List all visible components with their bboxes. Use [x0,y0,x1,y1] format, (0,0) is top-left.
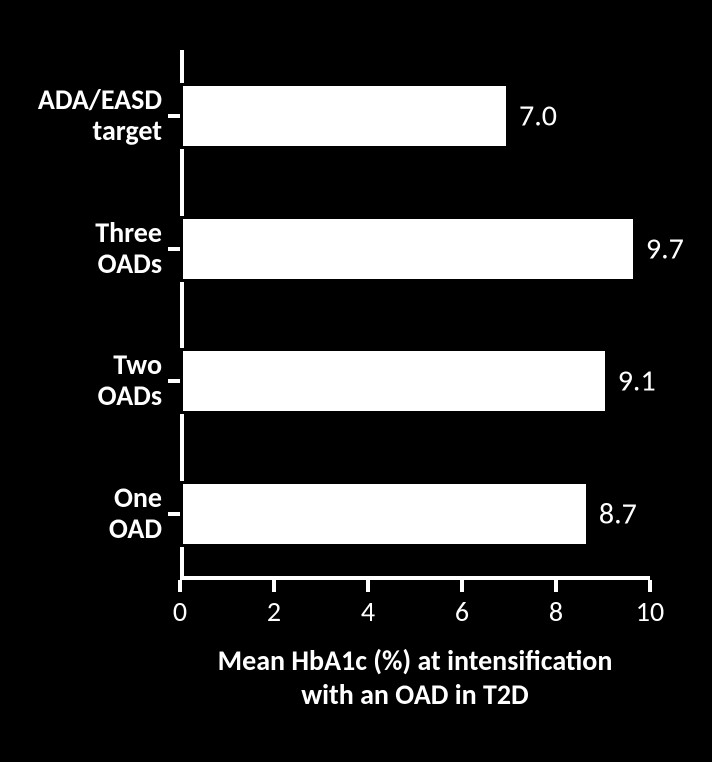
x-tick-label: 2 [267,594,281,629]
x-tick [178,580,182,592]
x-tick-label: 10 [636,594,664,629]
bar-value-label: 9.1 [608,363,656,400]
bar: 7.0 [180,83,509,149]
bar-value-label: 9.7 [636,230,684,267]
plot-area: 0246810One OAD8.7Two OADs9.1ThreeOADs9.7… [180,50,650,580]
x-tick [272,580,276,592]
x-axis-title-line2: with an OAD in T2D [301,677,528,712]
hbar-chart: 0246810One OAD8.7Two OADs9.1ThreeOADs9.7… [0,0,712,762]
x-tick [648,580,652,592]
bar: 9.1 [180,348,608,414]
x-axis [180,576,650,580]
y-category-label: Two OADs [98,350,180,412]
x-tick-label: 0 [173,594,187,629]
y-category-label: ADA/EASDtarget [38,85,180,147]
bar-fill [180,348,608,414]
bar-fill [180,216,636,282]
bar-value-label: 8.7 [589,495,637,532]
x-tick-label: 4 [361,594,375,629]
bar-fill [180,481,589,547]
x-tick [554,580,558,592]
x-tick-label: 6 [455,594,469,629]
bar: 9.7 [180,216,636,282]
x-tick [366,580,370,592]
x-axis-title: Mean HbA1c (%) at intensification with a… [180,644,650,711]
bar-fill [180,83,509,149]
bar: 8.7 [180,481,589,547]
x-axis-title-line1: Mean HbA1c (%) at intensification [218,643,613,678]
x-tick-label: 8 [549,594,563,629]
bar-value-label: 7.0 [509,98,557,135]
y-category-label: One OAD [109,483,180,545]
x-tick [460,580,464,592]
y-category-label: ThreeOADs [95,218,180,280]
